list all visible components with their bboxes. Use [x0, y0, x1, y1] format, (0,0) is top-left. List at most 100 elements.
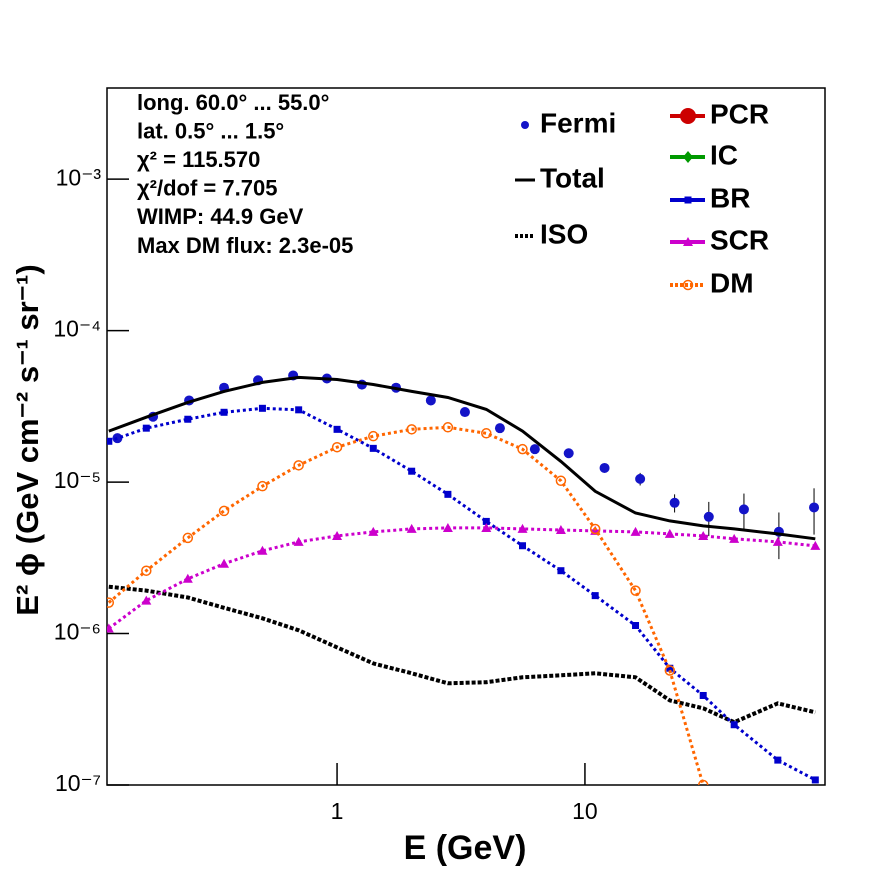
data-point — [669, 497, 680, 508]
marker — [664, 665, 676, 676]
legend-marker — [683, 237, 693, 246]
marker — [664, 528, 675, 538]
marker — [557, 567, 565, 575]
marker — [811, 776, 819, 784]
marker — [406, 424, 417, 435]
y-tick-label: 10⁻⁶ — [54, 619, 101, 645]
marker — [589, 523, 601, 535]
marker — [774, 756, 782, 764]
data-point — [809, 502, 820, 513]
marker — [481, 522, 492, 532]
series-line — [108, 406, 817, 782]
marker — [630, 585, 641, 596]
data-point — [738, 504, 749, 515]
x-tick-label: 10 — [572, 798, 598, 824]
marker — [184, 415, 192, 423]
legend-marker — [684, 196, 692, 204]
annotation: χ²/dof = 7.705 — [137, 176, 277, 201]
data-point — [703, 511, 714, 522]
legend-marker — [682, 279, 694, 291]
annotation: lat. 0.5° ... 1.5° — [137, 118, 284, 143]
marker — [772, 536, 783, 546]
y-tick-label: 10⁻⁵ — [54, 467, 101, 493]
annotation: WIMP: 44.9 GeV — [137, 204, 304, 229]
marker — [141, 595, 152, 605]
marker — [666, 664, 674, 672]
marker — [107, 623, 114, 633]
marker — [697, 779, 709, 785]
data-point — [529, 444, 540, 455]
legend-label: ISO — [540, 218, 588, 249]
legend-label: SCR — [710, 224, 769, 255]
series-line — [107, 425, 705, 785]
marker — [442, 522, 453, 532]
marker — [481, 428, 492, 439]
annotation: χ² = 115.570 — [137, 147, 260, 172]
marker — [293, 536, 304, 546]
marker — [219, 558, 230, 568]
data-point — [635, 473, 646, 484]
marker — [632, 622, 640, 630]
y-tick-label: 10⁻⁷ — [55, 770, 101, 796]
marker — [699, 691, 707, 699]
marker — [368, 430, 379, 442]
marker — [729, 533, 740, 543]
marker — [142, 424, 150, 432]
legend-label: DM — [710, 267, 754, 298]
annotation: Max DM flux: 2.3e-05 — [137, 233, 353, 258]
marker — [293, 460, 304, 471]
data-point — [494, 423, 505, 434]
marker — [107, 597, 115, 608]
plot-frame — [106, 87, 826, 786]
marker — [107, 437, 113, 445]
marker — [332, 530, 343, 540]
marker — [257, 480, 268, 492]
marker — [182, 573, 193, 583]
data-point — [112, 433, 123, 444]
marker — [442, 422, 454, 433]
legend-marker — [521, 121, 529, 129]
marker — [555, 524, 566, 534]
y-tick-label: 10⁻⁴ — [53, 316, 101, 342]
marker — [408, 467, 416, 475]
y-axis-title: E² ϕ (GeV cm⁻² s⁻¹ sr⁻¹) — [10, 264, 45, 615]
data-point — [599, 462, 610, 473]
marker — [519, 542, 527, 550]
data-point — [563, 448, 574, 459]
legend-marker — [680, 108, 696, 124]
marker — [368, 526, 379, 536]
marker — [257, 545, 268, 555]
series-line — [108, 584, 816, 725]
marker — [630, 526, 641, 536]
data-point — [459, 407, 470, 418]
x-axis-title: E (GeV) — [404, 829, 527, 867]
marker — [517, 523, 528, 533]
plot-area — [107, 370, 821, 785]
legend-label: Total — [540, 162, 605, 193]
legend-label: PCR — [710, 98, 769, 129]
legend-label: BR — [710, 182, 750, 213]
marker — [295, 406, 303, 414]
marker — [331, 441, 343, 453]
marker — [258, 404, 266, 412]
marker — [482, 517, 490, 525]
series-line — [107, 526, 816, 630]
marker — [810, 540, 821, 550]
marker — [698, 530, 709, 540]
legend-marker — [683, 151, 693, 163]
marker — [517, 443, 528, 455]
marker — [333, 425, 341, 433]
annotation: long. 60.0° ... 55.0° — [137, 90, 329, 115]
marker — [220, 408, 228, 416]
marker — [406, 523, 417, 533]
marker — [182, 532, 194, 544]
marker — [444, 490, 452, 498]
x-tick-label: 1 — [331, 798, 344, 824]
marker — [730, 721, 738, 729]
marker — [591, 592, 599, 600]
y-tick-label: 10⁻³ — [56, 164, 102, 190]
series-line — [108, 375, 816, 541]
